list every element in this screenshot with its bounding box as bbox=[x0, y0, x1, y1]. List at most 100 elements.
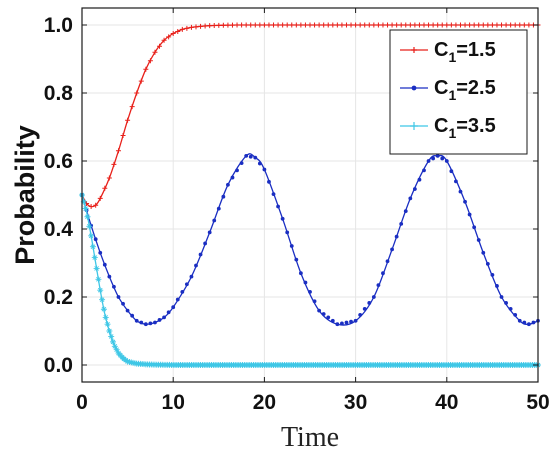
data-point bbox=[472, 225, 477, 230]
data-point bbox=[134, 318, 139, 323]
data-point bbox=[180, 290, 185, 294]
data-point bbox=[385, 22, 391, 28]
y-tick-label: 1.0 bbox=[44, 14, 73, 37]
data-point bbox=[203, 241, 208, 246]
data-point bbox=[375, 22, 381, 28]
data-point bbox=[198, 252, 203, 257]
data-point bbox=[458, 189, 463, 194]
data-point bbox=[526, 22, 532, 28]
data-point bbox=[312, 299, 317, 304]
data-point bbox=[334, 22, 340, 28]
data-point bbox=[521, 22, 527, 28]
data-point bbox=[312, 22, 318, 28]
data-point bbox=[499, 295, 504, 299]
data-point bbox=[340, 321, 344, 326]
data-point bbox=[448, 22, 454, 28]
data-point bbox=[166, 34, 172, 40]
data-point bbox=[335, 322, 340, 327]
data-point bbox=[157, 43, 163, 49]
data-point bbox=[211, 23, 217, 29]
x-tick-label: 50 bbox=[526, 391, 549, 414]
data-point bbox=[108, 333, 115, 340]
data-point bbox=[184, 282, 189, 287]
series-layer bbox=[79, 22, 541, 368]
data-point bbox=[162, 315, 166, 320]
data-point bbox=[526, 322, 531, 327]
data-point bbox=[88, 232, 95, 239]
data-point bbox=[91, 254, 98, 261]
data-point bbox=[371, 22, 377, 28]
data-point bbox=[98, 250, 103, 255]
data-point bbox=[302, 22, 308, 28]
data-point bbox=[202, 23, 208, 29]
ticks: 0 10 20 30 40 50 0.0 0.2 0.4 0.6 0.8 1.0 bbox=[44, 8, 550, 414]
data-point bbox=[380, 22, 386, 28]
data-point bbox=[289, 244, 294, 248]
data-point bbox=[111, 161, 117, 167]
data-point bbox=[239, 22, 245, 28]
data-point bbox=[143, 66, 149, 72]
data-point bbox=[243, 22, 249, 28]
data-point bbox=[321, 22, 327, 28]
data-point bbox=[358, 312, 363, 317]
data-point bbox=[97, 195, 103, 201]
data-point bbox=[271, 192, 276, 197]
series-1 bbox=[79, 22, 541, 210]
data-point bbox=[112, 284, 116, 289]
data-point bbox=[426, 159, 431, 163]
data-point bbox=[221, 194, 226, 199]
data-point bbox=[194, 263, 198, 268]
data-point bbox=[422, 168, 426, 173]
data-point bbox=[230, 175, 235, 180]
data-point bbox=[403, 209, 408, 214]
data-point bbox=[426, 22, 432, 28]
data-point bbox=[220, 22, 226, 28]
data-point bbox=[435, 22, 441, 28]
data-point bbox=[357, 22, 363, 28]
data-point bbox=[467, 212, 472, 217]
data-point bbox=[121, 301, 125, 306]
data-point bbox=[449, 169, 454, 174]
data-point bbox=[99, 296, 106, 303]
data-point bbox=[207, 230, 212, 235]
data-point bbox=[385, 259, 390, 264]
data-point bbox=[476, 238, 481, 242]
data-point bbox=[389, 22, 395, 28]
data-point bbox=[134, 90, 140, 96]
x-tick-label: 20 bbox=[253, 391, 276, 414]
data-point bbox=[353, 22, 359, 28]
data-point bbox=[262, 167, 267, 172]
data-point bbox=[102, 262, 107, 267]
data-point bbox=[253, 155, 258, 160]
data-point bbox=[344, 320, 349, 325]
data-point bbox=[308, 290, 312, 294]
data-point bbox=[271, 22, 277, 28]
data-point bbox=[171, 305, 176, 310]
data-point bbox=[139, 320, 144, 325]
data-point bbox=[381, 271, 385, 276]
data-point bbox=[348, 22, 354, 28]
data-point bbox=[421, 22, 427, 28]
data-point bbox=[184, 25, 190, 31]
data-point bbox=[147, 58, 153, 64]
data-point bbox=[88, 204, 94, 210]
data-point bbox=[453, 22, 459, 28]
data-point bbox=[485, 261, 490, 266]
data-point bbox=[110, 338, 117, 345]
data-point bbox=[471, 22, 477, 28]
data-point bbox=[303, 280, 308, 285]
data-point bbox=[157, 318, 162, 322]
data-point bbox=[86, 223, 93, 230]
data-point bbox=[407, 22, 413, 28]
data-point bbox=[280, 216, 285, 221]
data-point bbox=[193, 24, 199, 30]
data-point bbox=[97, 287, 104, 294]
data-point bbox=[412, 187, 417, 191]
data-point bbox=[285, 230, 290, 235]
legend-box bbox=[389, 29, 528, 155]
legend-item: C1=2.5 bbox=[400, 77, 496, 103]
data-point bbox=[175, 28, 181, 34]
data-point bbox=[216, 22, 222, 28]
data-point bbox=[503, 22, 509, 28]
data-point bbox=[504, 301, 508, 305]
